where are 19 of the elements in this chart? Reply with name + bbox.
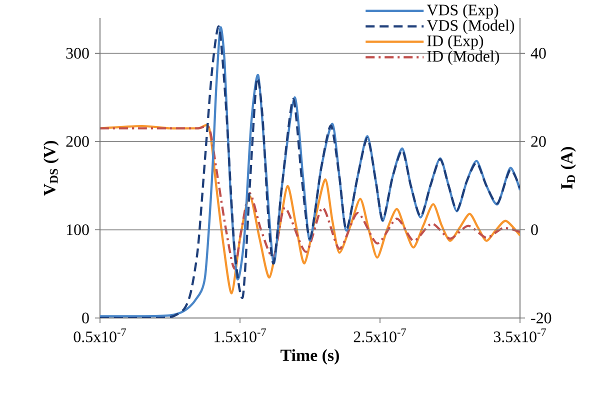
y2-tick-label: 0 [531, 224, 538, 236]
x-tick-label: 1.5x10$^{-7}$ [214, 328, 266, 342]
x-tick-label: 0.5x10$^{-7}$ [74, 328, 126, 342]
y-tick-label: 100 [66, 224, 89, 236]
y2-axis-title: I$_{D}$ (A) [560, 147, 576, 190]
legend-label: ID (Exp) [427, 35, 484, 50]
y2-tick-label: 40 [530, 48, 546, 59]
y2-tick-label: 20 [531, 136, 546, 147]
y-axis-title: V$_{DS}$ (V) [43, 140, 59, 196]
y-tick-label: 0 [82, 312, 89, 324]
y-tick-label: 200 [66, 136, 89, 147]
x-axis-title: Time (s) [280, 349, 339, 364]
legend-label: ID (Model) [427, 50, 500, 65]
y-tick-label: 300 [66, 48, 89, 59]
x-tick-label: 3.5x10$^{-7}$ [494, 328, 546, 342]
legend-label: VDS (Exp) [426, 4, 498, 19]
x-tick-label: 2.5x10$^{-7}$ [354, 328, 406, 342]
y2-tick-label: -20 [531, 312, 552, 324]
legend-label: VDS (Model) [426, 20, 514, 34]
